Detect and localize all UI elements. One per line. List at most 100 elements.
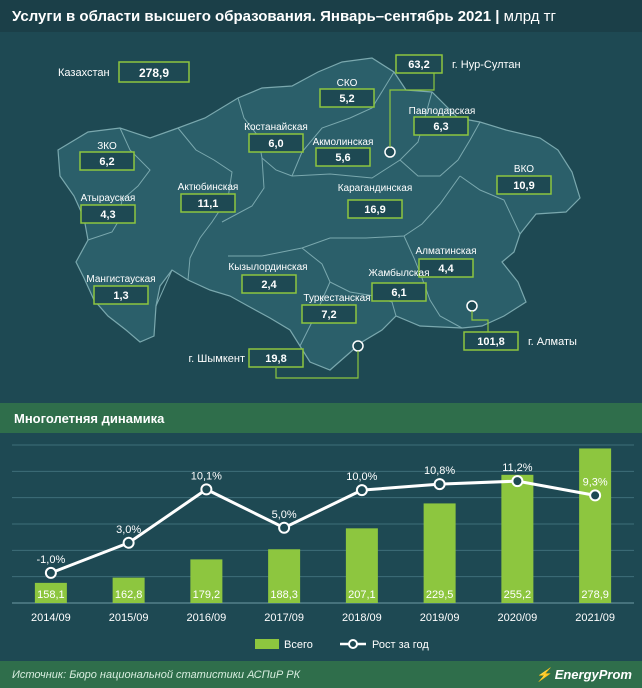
x-tick-label: 2015/09	[109, 612, 149, 624]
growth-label: 11,2%	[502, 462, 533, 474]
total-label: Казахстан	[58, 67, 110, 79]
total-value: 278,9	[139, 66, 169, 80]
region-value-zhambyl: 6,1	[391, 287, 406, 299]
bar	[345, 528, 378, 603]
region-box-nur-sultan	[395, 54, 443, 74]
region-value-almaty-city: 101,8	[477, 336, 505, 348]
region-name-mangistau: Мангистауская	[86, 274, 155, 285]
growth-label: 10,0%	[346, 471, 377, 483]
region-name-zhambyl: Жамбылская	[369, 267, 430, 279]
chart-x-axis: 2014/09 2015/09 2016/09 2017/09 2018/09 2019/…	[31, 612, 615, 624]
region-box-shymkent	[248, 348, 304, 368]
total-box	[118, 61, 190, 83]
region-box-sko	[319, 88, 375, 108]
chart-grid	[12, 444, 634, 604]
growth-label: 5,0%	[272, 509, 297, 521]
region-name-shymkent: г. Шымкент	[189, 353, 246, 365]
region-value-kyzylorda: 2,4	[261, 279, 277, 291]
region-value-atyrau: 4,3	[100, 209, 115, 221]
map-leader-lines	[275, 73, 489, 379]
title-separator: |	[495, 8, 504, 25]
region-name-aktobe: Актюбинская	[178, 181, 239, 193]
region-name-almaty-region: Алматинская	[416, 246, 477, 257]
header-bar: Услуги в области высшего образования. Ян…	[0, 0, 642, 32]
x-tick-label: 2020/09	[497, 612, 537, 624]
region-name-atyrau: Атырауская	[81, 193, 136, 204]
bar-value-label: 162,8	[115, 589, 143, 601]
region-value-sko: 5,2	[339, 93, 354, 105]
bar	[112, 577, 145, 603]
region-value-aktobe: 11,1	[198, 198, 219, 210]
region-value-shymkent: 19,8	[265, 353, 286, 365]
brand-name: EnergyProm	[554, 667, 632, 682]
chart-growth-line: -1,0% 3,0% 10,1% 5,0% 10,0% 10,8% 11,2% 9,3%	[37, 462, 608, 579]
bar-value-label: 255,2	[504, 589, 532, 601]
growth-point	[589, 489, 602, 502]
region-name-zko: ЗКО	[97, 141, 117, 152]
dynamics-chart: 158,1 162,8 179,2 188,3 207,1 229,5 255,2 278,9…	[12, 444, 634, 651]
bar-value-label: 229,5	[426, 589, 454, 601]
bar-value-label: 179,2	[193, 589, 221, 601]
footer: Источник: Бюро национальной статистики А…	[0, 661, 642, 688]
growth-label: 10,8%	[424, 465, 455, 477]
region-value-pavlodar: 6,3	[433, 121, 448, 133]
legend-line-marker	[348, 639, 358, 649]
region-box-karaganda	[347, 199, 403, 219]
region-box-turkestan	[301, 304, 357, 324]
bar-value-label: 158,1	[37, 589, 65, 601]
bar-value-label: 207,1	[348, 589, 376, 601]
region-name-akmola: Акмолинская	[313, 137, 374, 148]
bar	[501, 474, 534, 603]
region-value-nur-sultan: 63,2	[408, 59, 429, 71]
chart-legend: Всего Рост за год	[255, 639, 429, 651]
x-tick-label: 2017/09	[264, 612, 304, 624]
chart-panel: 158,1 162,8 179,2 188,3 207,1 229,5 255,2 278,9…	[0, 433, 642, 661]
page-title: Услуги в области высшего образования. Ян…	[12, 8, 556, 25]
growth-label: 10,1%	[191, 470, 222, 482]
region-name-turkestan: Туркестанская	[303, 293, 370, 304]
region-box-mangistau	[93, 285, 149, 305]
region-box-vko	[496, 175, 552, 195]
region-name-pavlodar: Павлодарская	[409, 106, 476, 117]
growth-point	[200, 483, 213, 496]
x-tick-label: 2021/09	[575, 612, 615, 624]
brand-logo: ⚡ EnergyProm	[536, 667, 633, 683]
growth-line	[50, 479, 596, 575]
region-value-karaganda: 16,9	[364, 204, 385, 216]
region-value-akmola: 5,6	[335, 152, 350, 164]
shymkent-marker	[352, 340, 364, 352]
x-tick-label: 2014/09	[31, 612, 71, 624]
region-box-zhambyl	[371, 282, 427, 302]
growth-label: -1,0%	[37, 554, 66, 566]
bar	[423, 503, 456, 603]
growth-point	[511, 475, 524, 488]
region-value-almaty-region: 4,4	[438, 263, 454, 275]
growth-point	[122, 536, 135, 549]
region-name-sko: СКО	[337, 78, 358, 89]
bar	[190, 559, 223, 603]
bar-value-label: 278,9	[581, 589, 609, 601]
legend-bar-label: Всего	[284, 639, 313, 651]
chart-bars: 158,1 162,8 179,2 188,3 207,1 229,5 255,2 278,9	[34, 448, 612, 603]
x-tick-label: 2019/09	[420, 612, 460, 624]
section-header: Многолетняя динамика	[0, 403, 642, 433]
kazakhstan-map: Казахстан 278,9 СКО 5,2 63,2 г. Нур-Султ…	[57, 54, 581, 379]
nur-sultan-marker	[384, 146, 396, 158]
x-tick-label: 2018/09	[342, 612, 382, 624]
almaty-marker	[466, 300, 478, 312]
region-box-akmola	[315, 147, 371, 167]
section-title: Многолетняя динамика	[14, 411, 165, 426]
bar-value-label: 188,3	[270, 589, 298, 601]
region-name-kostanay: Костанайская	[244, 122, 308, 133]
region-box-pavlodar	[413, 116, 469, 136]
region-value-vko: 10,9	[513, 180, 534, 192]
title-unit: млрд тг	[503, 8, 556, 25]
region-name-kyzylorda: Кызылординская	[228, 262, 307, 273]
region-box-kostanay	[248, 133, 304, 153]
region-name-karaganda: Карагандинская	[338, 183, 413, 194]
bar	[34, 582, 67, 603]
region-value-kostanay: 6,0	[268, 138, 283, 150]
region-box-kyzylorda	[241, 274, 297, 294]
bolt-icon: ⚡	[535, 667, 552, 682]
growth-label: 3,0%	[116, 524, 141, 536]
